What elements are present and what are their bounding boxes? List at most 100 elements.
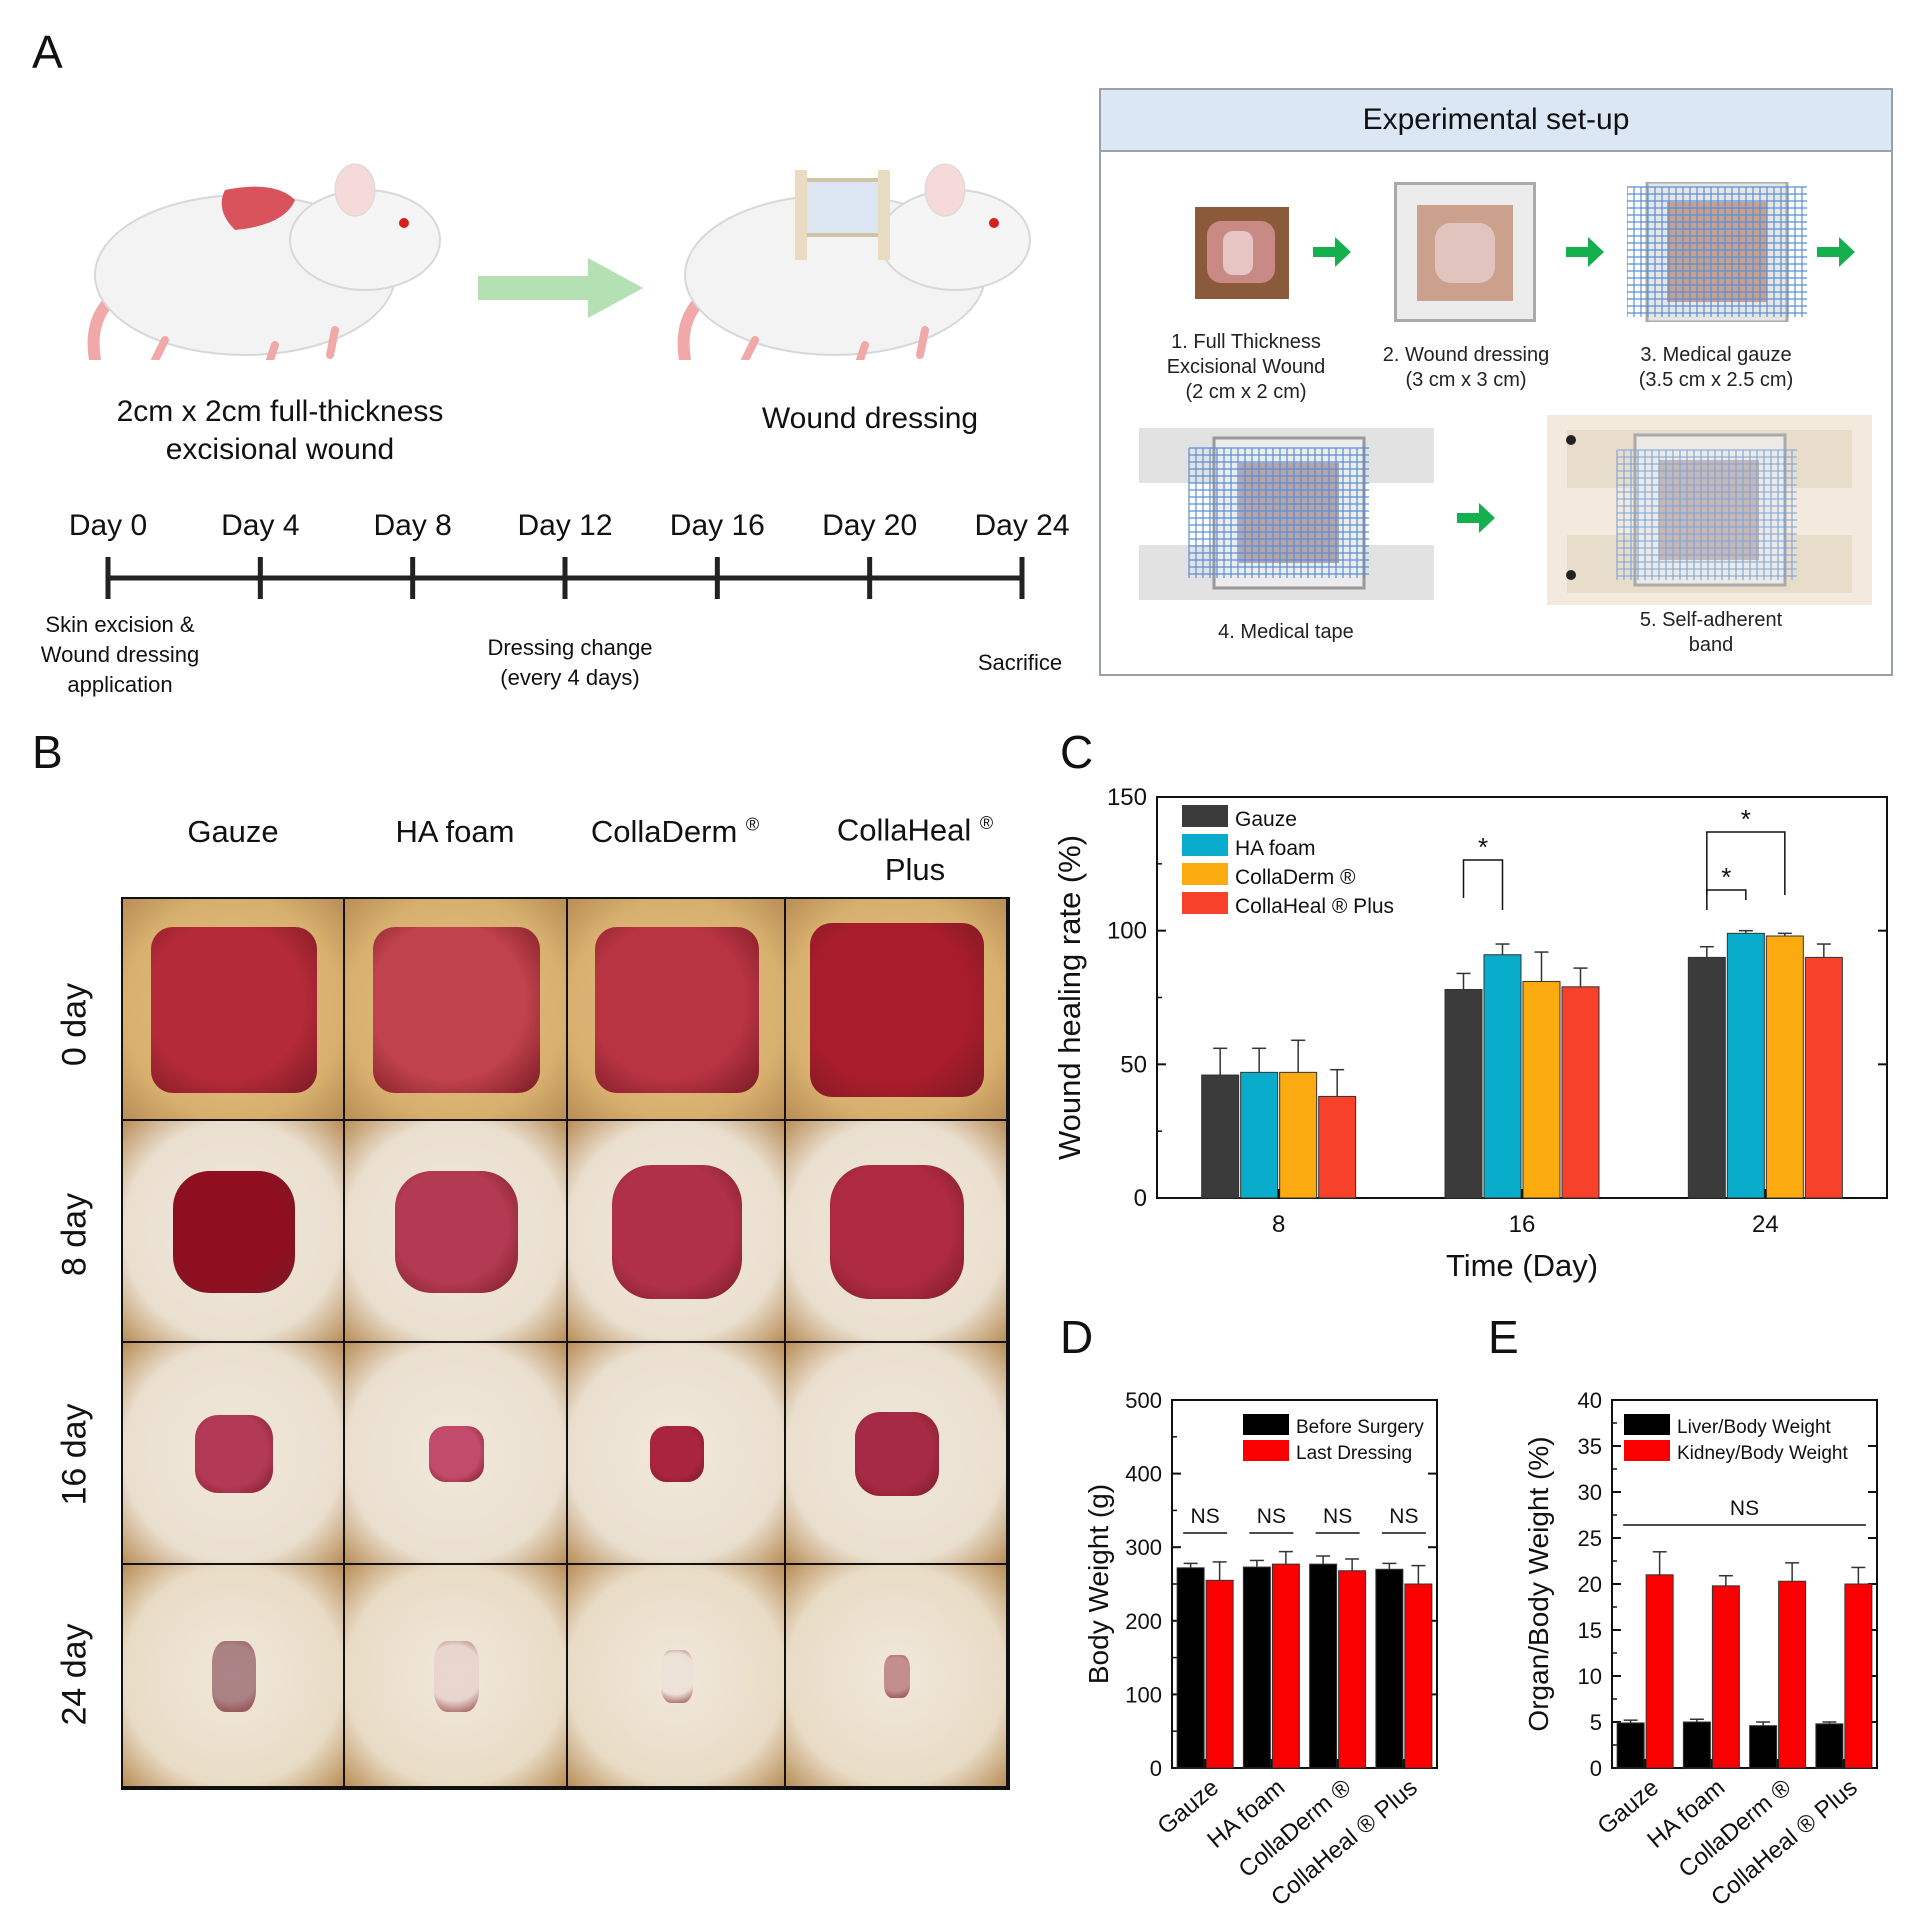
significance-star: * xyxy=(1721,862,1731,892)
y-tick-label: 300 xyxy=(1125,1535,1162,1560)
wound-photo xyxy=(566,897,786,1121)
significance-star: * xyxy=(1741,804,1751,834)
wound-area xyxy=(150,926,318,1094)
colladerm-name: CollaDerm xyxy=(590,814,738,849)
wound-caption: 2cm x 2cm full-thickness excisional woun… xyxy=(70,393,490,469)
bar xyxy=(1318,1095,1357,1199)
column-collaheal-plus: CollaHeal ® Plus xyxy=(800,803,1030,890)
step4-tape-image xyxy=(1139,428,1434,600)
legend-swatch xyxy=(1182,863,1228,885)
wound-photo xyxy=(343,1119,568,1343)
bar xyxy=(1778,1580,1807,1769)
step4-caption: 4. Medical tape xyxy=(1186,620,1386,645)
timeline-day-label: Day 4 xyxy=(221,509,299,542)
collaheal-name-line: CollaHeal ® xyxy=(800,803,1030,850)
wound-photo xyxy=(784,1341,1008,1565)
y-tick-label: 400 xyxy=(1125,1462,1162,1487)
bar xyxy=(1309,1563,1338,1769)
y-tick-label: 200 xyxy=(1125,1609,1162,1634)
step4-line1: 4. Medical tape xyxy=(1218,621,1354,643)
wound-photo xyxy=(121,1563,345,1788)
wound-caption-line1: 2cm x 2cm full-thickness xyxy=(116,395,444,428)
step5-line2: band xyxy=(1688,634,1734,656)
row-24-day: 24 day xyxy=(55,1623,94,1726)
wound-photo xyxy=(343,1341,568,1565)
bar xyxy=(1279,1071,1318,1199)
wound-area xyxy=(830,1165,964,1299)
panel-c-label: C xyxy=(1060,726,1094,778)
bar xyxy=(1375,1568,1404,1769)
bar xyxy=(1176,1567,1205,1769)
wound-photo xyxy=(121,1119,345,1343)
wound-area xyxy=(434,1640,479,1713)
wound-area xyxy=(372,926,541,1094)
timeline-day-label: Day 8 xyxy=(373,509,451,542)
y-tick-label: 150 xyxy=(1107,784,1147,811)
wound-photo xyxy=(343,1563,568,1788)
wound-area xyxy=(172,1170,296,1294)
step3-gauze-image xyxy=(1627,182,1807,322)
bar xyxy=(1815,1723,1844,1769)
legend-label: Gauze xyxy=(1235,808,1297,831)
bar xyxy=(1205,1579,1234,1769)
bar xyxy=(1616,1722,1645,1769)
start-note-line2: Wound dressing xyxy=(40,642,200,667)
step3-line1: 3. Medical gauze xyxy=(1640,344,1792,366)
step2-line2: (3 cm x 3 cm) xyxy=(1405,369,1527,391)
timeline-day-label: Day 0 xyxy=(69,509,147,542)
setup-arrow-icon xyxy=(1313,237,1351,267)
step5-caption: 5. Self-adherent band xyxy=(1611,608,1811,658)
column-colladerm: CollaDerm ® xyxy=(565,814,785,850)
bar xyxy=(1765,935,1804,1199)
bar xyxy=(1645,1574,1674,1769)
legend-swatch xyxy=(1243,1440,1289,1461)
setup-title: Experimental set-up xyxy=(1101,90,1891,152)
step1-caption: 1. Full Thickness Excisional Wound (2 cm… xyxy=(1156,330,1336,405)
bar xyxy=(1687,956,1726,1199)
y-tick-label: 50 xyxy=(1120,1051,1147,1078)
bar xyxy=(1242,1566,1271,1769)
ns-label: NS xyxy=(1389,1505,1418,1528)
bar xyxy=(1561,986,1600,1199)
step1-line2: Excisional Wound xyxy=(1166,356,1326,378)
x-tick-label: 16 xyxy=(1509,1211,1536,1238)
bar xyxy=(1404,1583,1433,1769)
wound-photo xyxy=(121,897,345,1121)
legend-swatch xyxy=(1624,1440,1670,1461)
bar xyxy=(1711,1585,1740,1769)
wound-area xyxy=(195,1415,273,1493)
start-note-line3: application xyxy=(67,672,173,697)
wound-area xyxy=(649,1426,705,1482)
y-tick-label: 15 xyxy=(1578,1618,1602,1643)
y-tick-label: 35 xyxy=(1578,1434,1602,1459)
start-note-line1: Skin excision & xyxy=(45,612,195,637)
column-ha-foam: HA foam xyxy=(395,814,515,849)
wound-area xyxy=(395,1170,518,1294)
wound-area xyxy=(810,923,984,1097)
y-tick-label: 0 xyxy=(1150,1756,1162,1781)
wound-photo xyxy=(566,1341,786,1565)
legend-label: Last Dressing xyxy=(1296,1443,1412,1464)
change-note-line2: (every 4 days) xyxy=(500,665,640,690)
legend-swatch xyxy=(1182,834,1228,856)
wound-area xyxy=(660,1649,694,1704)
wound-area xyxy=(211,1640,257,1713)
wound-area xyxy=(595,926,759,1094)
timeline-change-note: Dressing change (every 4 days) xyxy=(460,633,680,693)
step1-line3: (2 cm x 2 cm) xyxy=(1185,381,1307,403)
y-tick-label: 500 xyxy=(1125,1388,1162,1413)
experimental-setup-box: Experimental set-up 1. Full xyxy=(1099,88,1893,676)
wound-photo xyxy=(784,1119,1008,1343)
significance-star: * xyxy=(1478,832,1488,862)
legend-swatch xyxy=(1243,1414,1289,1435)
timeline-day-label: Day 16 xyxy=(670,509,765,542)
legend-label: Liver/Body Weight xyxy=(1677,1417,1832,1438)
timeline: Day 0 Day 4 Day 8 Day 12 Day 16 Day 20 Day 24 xyxy=(69,509,1070,599)
rat-wound-illustration xyxy=(87,163,441,360)
setup-arrow-icon xyxy=(1457,503,1495,533)
legend-swatch xyxy=(1182,805,1228,827)
setup-arrow-icon xyxy=(1817,237,1855,267)
ns-label: NS xyxy=(1323,1505,1352,1528)
y-tick-label: 100 xyxy=(1125,1682,1162,1707)
